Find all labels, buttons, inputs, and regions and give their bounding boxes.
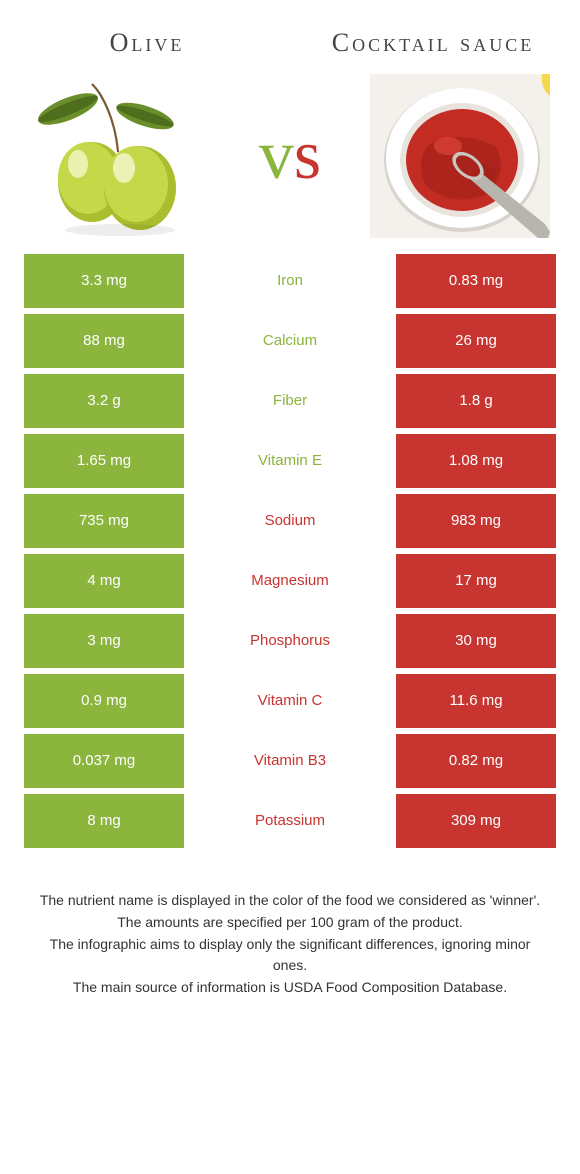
- value-b: 11.6 mg: [396, 674, 556, 728]
- food-b-title: Cocktail sauce: [316, 28, 550, 58]
- value-a: 0.9 mg: [24, 674, 184, 728]
- olive-icon: [30, 74, 210, 238]
- vs-label: vs: [230, 121, 350, 191]
- nutrient-label: Potassium: [184, 794, 396, 848]
- value-b: 1.8 g: [396, 374, 556, 428]
- nutrient-label: Vitamin C: [184, 674, 396, 728]
- nutrient-label: Phosphorus: [184, 614, 396, 668]
- value-a: 4 mg: [24, 554, 184, 608]
- nutrient-label: Vitamin B3: [184, 734, 396, 788]
- value-a: 0.037 mg: [24, 734, 184, 788]
- value-b: 30 mg: [396, 614, 556, 668]
- value-b: 0.83 mg: [396, 254, 556, 308]
- table-row: 1.65 mgVitamin E1.08 mg: [24, 434, 556, 488]
- note-line: The infographic aims to display only the…: [36, 934, 544, 975]
- table-row: 3.2 gFiber1.8 g: [24, 374, 556, 428]
- note-line: The amounts are specified per 100 gram o…: [36, 912, 544, 932]
- value-a: 8 mg: [24, 794, 184, 848]
- value-a: 735 mg: [24, 494, 184, 548]
- table-row: 88 mgCalcium26 mg: [24, 314, 556, 368]
- note-line: The main source of information is USDA F…: [36, 977, 544, 997]
- vs-v: v: [259, 117, 294, 194]
- value-b: 1.08 mg: [396, 434, 556, 488]
- table-row: 0.9 mgVitamin C11.6 mg: [24, 674, 556, 728]
- nutrient-label: Calcium: [184, 314, 396, 368]
- nutrient-table: 3.3 mgIron0.83 mg 88 mgCalcium26 mg 3.2 gF…: [0, 254, 580, 848]
- table-row: 4 mgMagnesium17 mg: [24, 554, 556, 608]
- nutrient-label: Fiber: [184, 374, 396, 428]
- table-row: 735 mgSodium983 mg: [24, 494, 556, 548]
- food-a-image: [30, 74, 210, 238]
- value-a: 3.3 mg: [24, 254, 184, 308]
- value-b: 309 mg: [396, 794, 556, 848]
- value-a: 88 mg: [24, 314, 184, 368]
- table-row: 3 mgPhosphorus30 mg: [24, 614, 556, 668]
- value-a: 3.2 g: [24, 374, 184, 428]
- value-b: 26 mg: [396, 314, 556, 368]
- nutrient-label: Vitamin E: [184, 434, 396, 488]
- value-b: 0.82 mg: [396, 734, 556, 788]
- nutrient-label: Magnesium: [184, 554, 396, 608]
- images-row: vs: [0, 68, 580, 254]
- notes: The nutrient name is displayed in the co…: [0, 854, 580, 997]
- table-row: 8 mgPotassium309 mg: [24, 794, 556, 848]
- value-b: 17 mg: [396, 554, 556, 608]
- value-a: 1.65 mg: [24, 434, 184, 488]
- nutrient-label: Sodium: [184, 494, 396, 548]
- value-b: 983 mg: [396, 494, 556, 548]
- value-a: 3 mg: [24, 614, 184, 668]
- vs-s: s: [294, 117, 321, 194]
- table-row: 0.037 mgVitamin B30.82 mg: [24, 734, 556, 788]
- sauce-icon: [370, 74, 550, 238]
- header: Olive Cocktail sauce: [0, 0, 580, 68]
- nutrient-label: Iron: [184, 254, 396, 308]
- note-line: The nutrient name is displayed in the co…: [36, 890, 544, 910]
- food-a-title: Olive: [30, 28, 264, 58]
- table-row: 3.3 mgIron0.83 mg: [24, 254, 556, 308]
- food-b-image: [370, 74, 550, 238]
